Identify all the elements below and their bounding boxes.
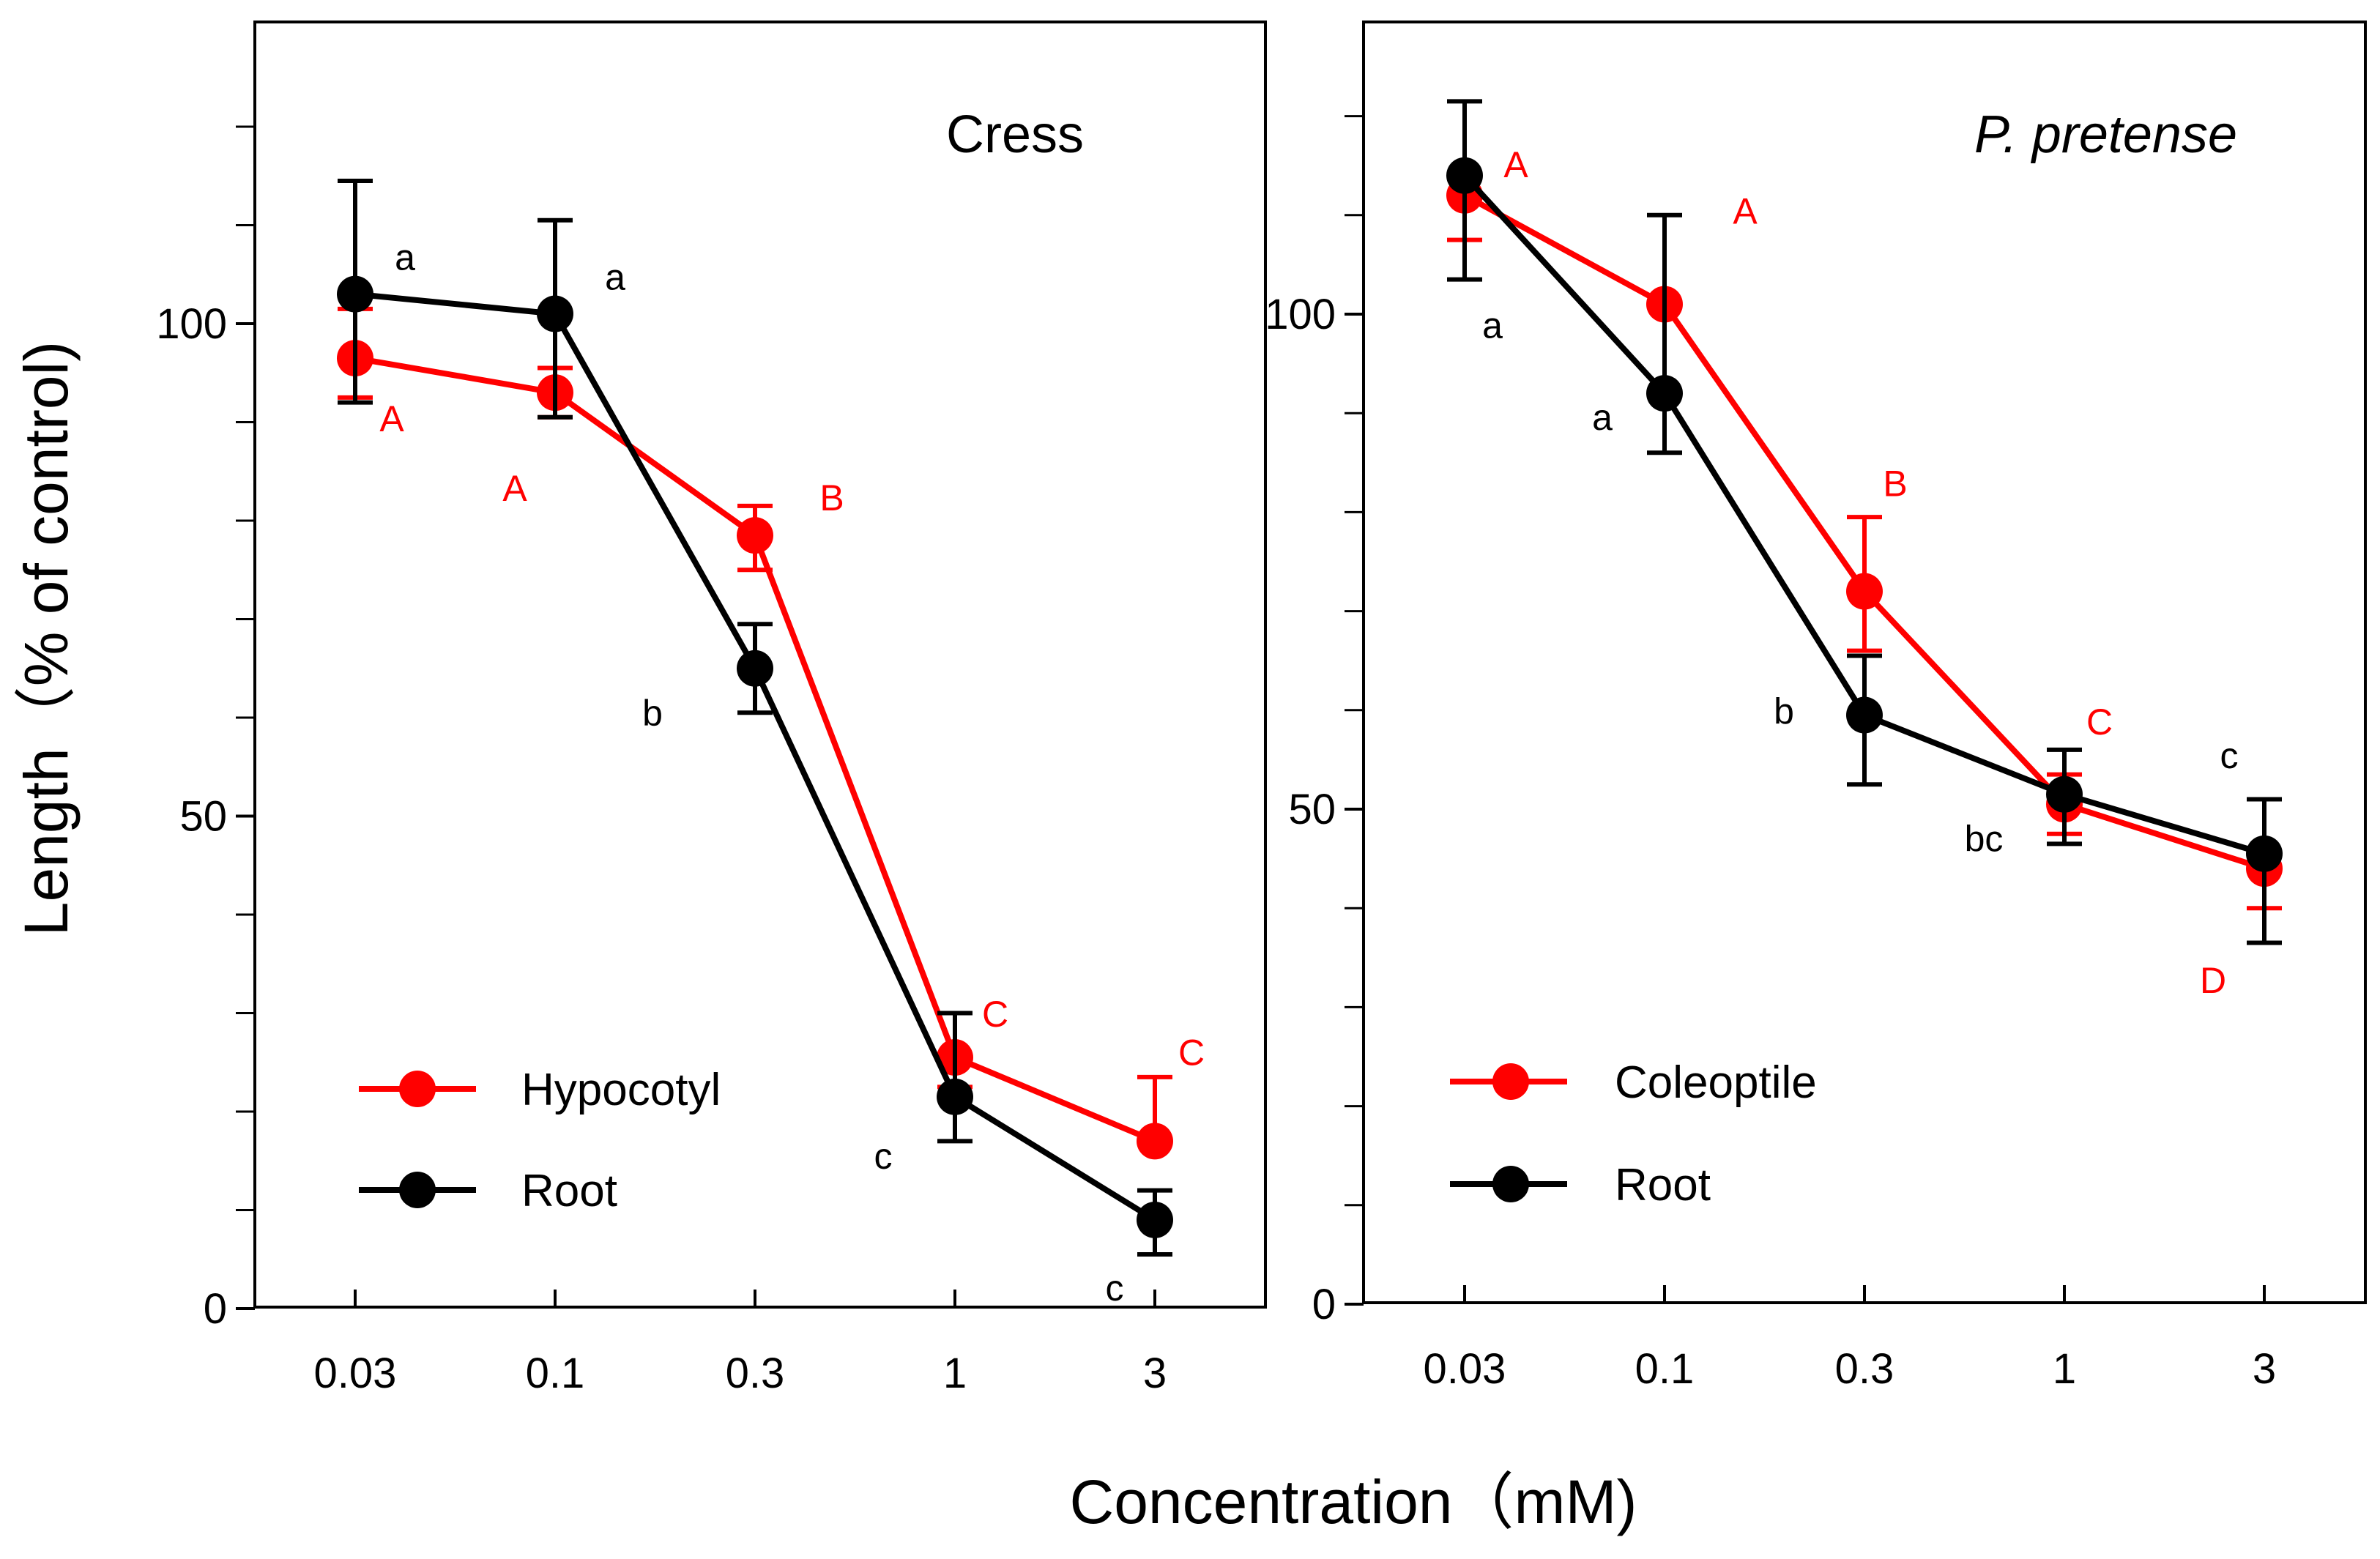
series-root xyxy=(1446,99,2283,945)
x-tick-label: 0.3 xyxy=(1835,1345,1894,1393)
x-tick-label: 3 xyxy=(2253,1345,2276,1393)
data-point xyxy=(537,295,573,332)
legend-label: Root xyxy=(521,1166,617,1216)
y-axis-title: Length（% of control) xyxy=(12,341,81,936)
significance-letter: b xyxy=(642,693,663,734)
significance-letter: a xyxy=(1482,305,1503,346)
significance-letter: C xyxy=(2086,702,2113,743)
y-tick-label: 50 xyxy=(1288,786,1336,833)
series-line xyxy=(354,355,1156,1145)
data-point xyxy=(937,1078,973,1115)
data-point xyxy=(1137,1123,1173,1160)
data-point xyxy=(1446,157,1483,194)
legend: Hypocotyl Root xyxy=(359,1065,721,1216)
plot-frame xyxy=(253,21,1267,1309)
x-tick-label: 3 xyxy=(1143,1350,1167,1397)
x-tick-label: 0.3 xyxy=(726,1350,785,1397)
significance-letter: D xyxy=(2200,960,2226,1001)
significance-letter: A xyxy=(1503,144,1528,185)
significance-letter: B xyxy=(819,477,844,518)
x-tick-label: 1 xyxy=(2053,1345,2076,1393)
significance-letter: c xyxy=(874,1136,893,1177)
significance-letter: B xyxy=(1883,464,1907,505)
panel-cress: 0 50 100 0.03 0.1 0.3 1 3 Cress A A B C Ca a b c c Hypocot… xyxy=(156,21,1267,1397)
significance-letter: A xyxy=(502,468,527,509)
data-point xyxy=(1846,573,1883,610)
data-point xyxy=(737,517,773,554)
legend-label: Coleoptile xyxy=(1615,1057,1817,1108)
panel-title: Cress xyxy=(946,105,1084,164)
significance-letter: C xyxy=(1178,1032,1205,1073)
significance-letter: c xyxy=(2220,735,2239,776)
panel-p-pretense: 0 50 100 0.03 0.1 0.3 1 3 P. pretense A A B C Da a b bc c… xyxy=(1265,21,2367,1393)
x-tick-label: 0.1 xyxy=(1635,1345,1695,1393)
data-point xyxy=(337,275,373,313)
significance-letter: a xyxy=(1592,397,1613,438)
significance-letter: C xyxy=(982,994,1008,1035)
significance-letter: A xyxy=(379,398,404,439)
legend-marker xyxy=(399,1172,436,1208)
legend: Coleoptile Root xyxy=(1450,1057,1817,1210)
y-tick-label: 0 xyxy=(1312,1281,1336,1328)
y-tick-label: 0 xyxy=(204,1285,227,1333)
data-point xyxy=(1846,696,1883,734)
significance-letter: a xyxy=(605,257,625,298)
series-coleoptile xyxy=(1446,173,2283,911)
legend-label: Hypocotyl xyxy=(521,1065,721,1115)
x-tick-label: 0.1 xyxy=(526,1350,585,1397)
significance-letter: A xyxy=(1733,190,1758,231)
legend-marker xyxy=(1492,1166,1529,1202)
panel-title: P. pretense xyxy=(1974,105,2237,164)
legend-label: Root xyxy=(1615,1160,1711,1210)
series-line xyxy=(354,291,1157,1223)
data-point xyxy=(1646,375,1683,412)
data-point xyxy=(2046,775,2083,813)
series-root xyxy=(337,178,1173,1257)
x-tick-label: 0.03 xyxy=(1424,1345,1506,1393)
series-hypocotyl xyxy=(337,306,1173,1160)
x-tick-label: 0.03 xyxy=(314,1350,397,1397)
data-point xyxy=(737,650,773,687)
x-axis-title: Concentration（mM) xyxy=(1070,1467,1637,1536)
significance-letter: a xyxy=(395,237,415,278)
data-point xyxy=(1137,1201,1173,1238)
x-tick-label: 1 xyxy=(943,1350,967,1397)
y-tick-label: 100 xyxy=(1265,291,1336,338)
legend-marker xyxy=(399,1071,436,1107)
significance-letter: b xyxy=(1774,691,1794,732)
significance-letter: bc xyxy=(1965,819,2004,860)
data-point xyxy=(2246,835,2283,872)
significance-letter: c xyxy=(1106,1268,1124,1309)
y-tick-label: 100 xyxy=(156,300,227,348)
y-tick-label: 50 xyxy=(179,793,227,841)
legend-marker xyxy=(1492,1063,1529,1100)
